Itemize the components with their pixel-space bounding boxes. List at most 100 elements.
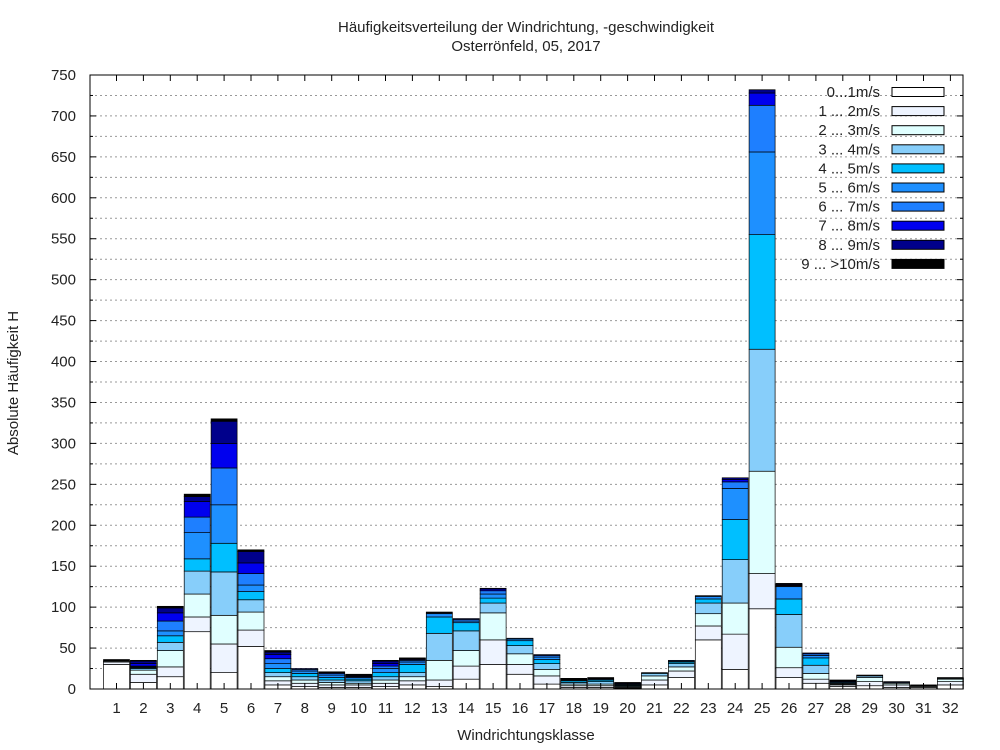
y-axis-ticks: 0 50 100 150 200 250 300 350 400 450 500 550 600 650 7… [51,67,963,698]
bar-segment [372,665,399,669]
bar-segment [183,493,211,497]
x-tick-label: 22 [673,700,690,717]
bar-segment [372,668,399,673]
y-tick-label: 50 [59,640,76,657]
x-tick-label: 5 [220,700,228,717]
bar-segment [775,583,803,585]
x-tick-label: 11 [378,700,394,717]
bar-segment [156,605,184,609]
y-tick-label: 400 [51,354,76,371]
y-tick-label: 450 [51,313,76,330]
bar-segment [183,593,211,618]
bar-segment [533,659,561,664]
y-tick-label: 600 [51,190,76,207]
legend-swatch [891,201,945,212]
legend-swatch [891,220,945,231]
bar-segment [237,611,265,631]
bar-segment [721,488,749,520]
bar-segment [452,622,480,632]
x-tick-label: 20 [619,700,636,717]
bar-segment [291,668,319,670]
bar-segment [748,470,776,574]
y-tick-label: 750 [51,67,76,84]
bar-segment [210,420,238,444]
bar-segment [802,664,830,674]
legend-swatch [891,87,945,97]
bar-segment [668,663,695,668]
bar-segment [721,519,749,561]
y-axis-label: Absolute Häufigkeit H [5,311,22,455]
legend-swatch [891,125,945,136]
bar-segment [103,659,130,662]
bar-segment [156,650,184,668]
y-tick-label: 100 [51,599,76,616]
bar-segment [748,234,776,350]
legend-label: 2 ... 3m/s [818,122,880,139]
bar-segment [183,496,211,502]
x-tick-label: 28 [834,700,851,717]
x-tick-label: 17 [539,700,556,717]
bar-segment [802,673,830,680]
x-tick-label: 25 [754,700,771,717]
bar-segment [425,659,453,681]
bar-segment [156,635,184,643]
y-tick-label: 550 [51,231,76,248]
bar-segment [748,104,776,153]
chart-subtitle: Osterrönfeld, 05, 2017 [451,38,600,55]
x-tick-label: 32 [942,700,959,717]
y-tick-label: 250 [51,476,76,493]
bar-segment [856,674,884,677]
bar-segment [130,660,157,664]
bar-segment [291,670,319,674]
bar-segment [452,665,480,680]
plot-frame [89,74,964,690]
bar-segment [641,672,668,674]
y-tick-label: 500 [51,272,76,289]
bar-segment [479,587,507,590]
bar-segment [452,650,480,667]
bar-segment [103,661,130,665]
bar-segment [721,477,749,480]
bar-segment [479,590,507,595]
bar-segment [748,348,776,472]
bar-segment [425,616,453,634]
legend-swatch [891,258,945,269]
legend-swatch [891,163,945,174]
bar-segment [748,92,776,106]
bar-segment [668,670,695,678]
bar-segment [802,657,830,666]
legend-label: 1 ... 2m/s [818,103,880,120]
bar-segment [183,516,211,533]
x-axis-ticks: 1 2 3 4 5 6 7 8 9 10 11 12 13 14 15 16 17 18 19 20 21 22 23 24 2… [112,75,959,717]
chart-title: Häufigkeitsverteilung der Windrichtung, … [338,19,715,36]
bar-segment [479,639,507,665]
legend-label: 3 ... 4m/s [818,141,880,158]
bar-segment [721,633,749,670]
bar-segment [506,637,534,640]
x-tick-label: 15 [485,700,502,717]
bar-segment [318,674,346,678]
bar-segment [694,595,722,597]
bar-segment [237,646,265,690]
bar-segment [210,467,238,506]
bar-segment [130,669,157,675]
bar-segment [533,656,561,660]
bar-segment [372,660,399,664]
bar-segment [345,673,372,676]
x-tick-label: 21 [646,700,663,717]
bar-segment [372,672,399,678]
x-tick-label: 30 [888,700,905,717]
x-tick-label: 19 [592,700,609,717]
bar-segment [237,584,265,592]
bar-segment [156,620,184,632]
bar-segment [425,613,453,618]
bar-segment [829,679,857,682]
bar-segment [183,631,211,690]
bar-segment [372,663,399,667]
bar-segment [802,655,830,659]
bar-segment [237,562,265,574]
bar-segment [479,612,507,641]
bar-segment [156,630,184,637]
bar-segment [183,532,211,560]
